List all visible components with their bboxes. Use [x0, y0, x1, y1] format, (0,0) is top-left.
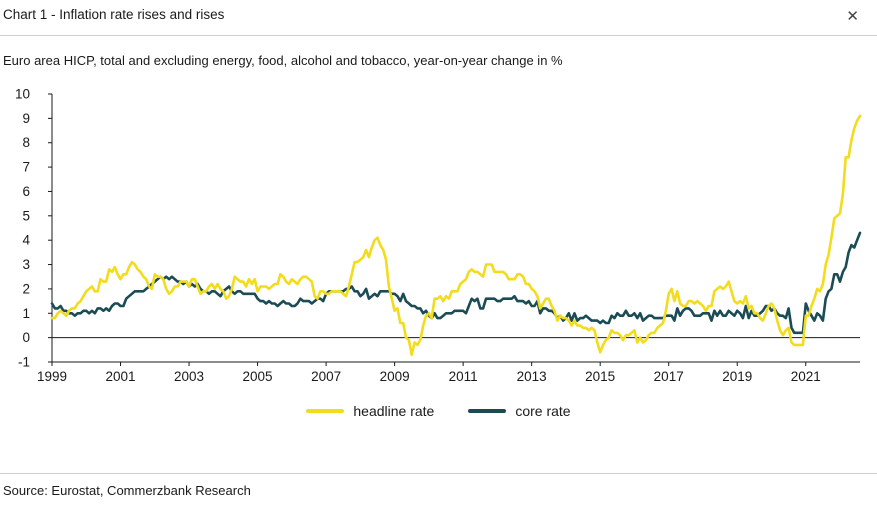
svg-text:-1: -1 [18, 355, 30, 370]
legend-item-core: core rate [468, 403, 571, 419]
svg-text:2019: 2019 [722, 369, 752, 384]
panel-footer: Source: Eurostat, Commerzbank Research [0, 464, 877, 508]
chart-subtitle: Euro area HICP, total and excluding ener… [3, 53, 563, 68]
svg-text:2003: 2003 [174, 369, 204, 384]
svg-text:2015: 2015 [585, 369, 615, 384]
page-title: Chart 1 - Inflation rate rises and rises [3, 7, 225, 22]
svg-text:2005: 2005 [243, 369, 273, 384]
source-text: Source: Eurostat, Commerzbank Research [3, 483, 251, 498]
legend-label-core: core rate [515, 403, 571, 419]
svg-text:9: 9 [22, 111, 30, 126]
svg-text:2021: 2021 [791, 369, 821, 384]
svg-text:2: 2 [22, 281, 30, 296]
inflation-line-chart: -1 0 1 2 3 4 5 6 7 8 9 10 1999 2001 2003 2005 2007 2009 20… [15, 87, 862, 384]
svg-text:2013: 2013 [517, 369, 547, 384]
legend-label-headline: headline rate [353, 403, 435, 419]
legend-item-headline: headline rate [306, 403, 434, 419]
legend-swatch-core [468, 409, 507, 413]
svg-text:8: 8 [22, 135, 30, 150]
svg-text:5: 5 [22, 208, 30, 223]
footer-divider [0, 473, 877, 474]
chart-area: -1 0 1 2 3 4 5 6 7 8 9 10 1999 2001 2003 2005 2007 2009 20… [0, 78, 877, 391]
svg-text:7: 7 [22, 160, 30, 175]
svg-text:3: 3 [22, 257, 30, 272]
svg-text:1999: 1999 [37, 369, 67, 384]
svg-text:10: 10 [15, 87, 30, 102]
svg-text:2001: 2001 [105, 369, 135, 384]
svg-text:1: 1 [22, 306, 30, 321]
svg-text:2011: 2011 [449, 369, 478, 384]
svg-text:2017: 2017 [654, 369, 684, 384]
svg-text:6: 6 [22, 184, 30, 199]
chart-legend: headline rate core rate [0, 403, 877, 419]
panel-header: Chart 1 - Inflation rate rises and rises… [0, 0, 877, 26]
legend-swatch-headline [306, 409, 345, 413]
svg-text:2007: 2007 [311, 369, 341, 384]
svg-text:4: 4 [22, 233, 30, 248]
close-icon[interactable]: ✕ [846, 8, 859, 25]
header-divider [0, 35, 877, 36]
svg-text:0: 0 [22, 330, 30, 345]
svg-text:2009: 2009 [380, 369, 410, 384]
